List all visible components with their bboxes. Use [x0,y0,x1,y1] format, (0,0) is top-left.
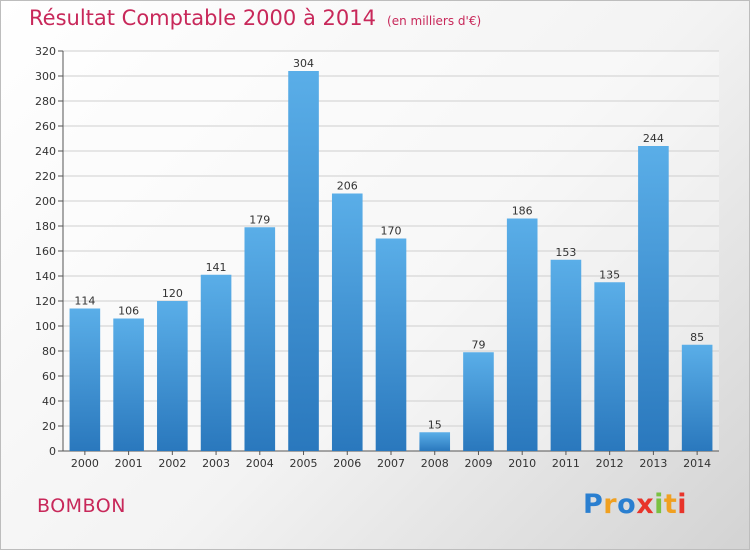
x-tick-label: 2004 [246,457,274,470]
y-tick-label: 0 [49,445,56,458]
x-tick-label: 2001 [115,457,143,470]
x-tick-label: 2002 [158,457,186,470]
bar-value-label: 153 [555,246,576,259]
y-tick-label: 60 [42,370,56,383]
bar-value-label: 304 [293,57,314,70]
x-tick-label: 2012 [596,457,624,470]
bar [594,282,625,451]
bar-value-label: 244 [643,132,664,145]
bar-value-label: 106 [118,305,139,318]
y-tick-label: 200 [35,195,56,208]
bar-value-label: 186 [512,205,533,218]
x-tick-label: 2007 [377,457,405,470]
bar [288,71,319,451]
bar [200,274,232,451]
x-tick-label: 2005 [290,457,318,470]
x-tick-label: 2014 [683,457,711,470]
bar-value-label: 114 [74,295,95,308]
logo-letter: P [583,489,604,520]
logo-letter: t [663,489,678,520]
bar-value-label: 135 [599,268,620,281]
bar [506,218,538,451]
logo-letter: i [654,489,664,520]
x-tick-label: 2010 [508,457,536,470]
y-tick-label: 300 [35,70,56,83]
y-tick-label: 20 [42,420,56,433]
y-tick-label: 80 [42,345,56,358]
chart-title: Résultat Comptable 2000 à 2014 [29,6,376,30]
logo-letter: i [677,489,688,520]
bar [375,238,407,451]
bar [419,432,451,451]
bar-value-label: 120 [162,287,183,300]
bar [69,308,101,451]
y-tick-label: 120 [35,295,56,308]
bar-value-label: 170 [381,225,402,238]
y-tick-label: 140 [35,270,56,283]
y-tick-label: 320 [35,45,56,58]
bar [157,301,188,451]
logo-letter: x [636,489,655,520]
y-tick-label: 40 [42,395,56,408]
y-tick-label: 100 [35,320,56,333]
x-tick-label: 2011 [552,457,580,470]
x-tick-label: 2003 [202,457,230,470]
bar-value-label: 15 [428,418,442,431]
bar [113,318,144,451]
commune-name: BOMBON [37,495,126,517]
bar-value-label: 206 [337,180,358,193]
y-tick-label: 180 [35,220,56,233]
bar [550,259,582,451]
bar [681,344,713,451]
y-tick-label: 260 [35,120,56,133]
x-tick-label: 2013 [639,457,667,470]
bar [463,352,494,451]
logo-letter: o [617,489,637,520]
title-block: Résultat Comptable 2000 à 2014 (en milli… [29,6,481,30]
proxiti-logo[interactable]: Proxiti [583,489,687,520]
bar [244,227,276,451]
y-tick-label: 220 [35,170,56,183]
bar [331,193,363,451]
x-tick-label: 2009 [464,457,492,470]
bar-value-label: 141 [206,261,227,274]
x-tick-label: 2000 [71,457,99,470]
logo-letter: r [603,489,618,520]
bar-value-label: 179 [249,213,270,226]
bar-value-label: 79 [471,338,485,351]
bar-value-label: 85 [690,331,704,344]
y-tick-label: 280 [35,95,56,108]
x-tick-label: 2006 [333,457,361,470]
chart-subtitle: (en milliers d'€) [387,14,482,28]
x-tick-label: 2008 [421,457,449,470]
y-tick-label: 160 [35,245,56,258]
y-tick-label: 240 [35,145,56,158]
bar [638,146,669,451]
